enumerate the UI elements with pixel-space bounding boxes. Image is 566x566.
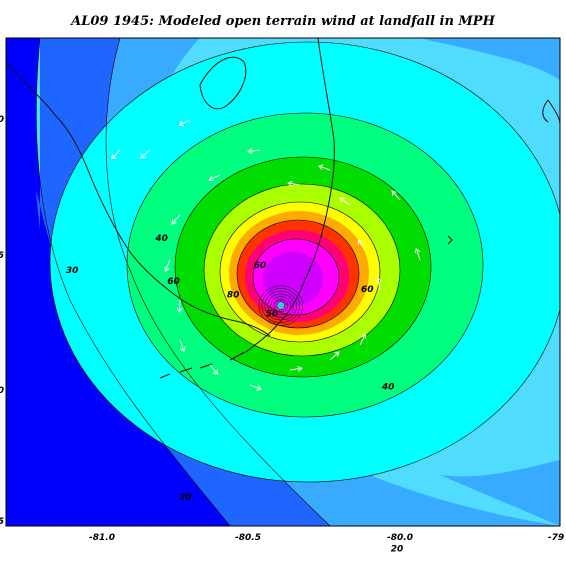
x-tick-label: -81.0 xyxy=(89,533,115,543)
wind-arrow xyxy=(209,364,219,375)
wind-arrow xyxy=(339,197,351,206)
storm-eye xyxy=(276,301,286,310)
coastline xyxy=(6,38,560,379)
y-tick-label: 5 xyxy=(0,251,4,261)
wind-arrow xyxy=(391,190,401,201)
contour-label: 30 xyxy=(66,266,79,276)
contour-label: 80 xyxy=(227,291,240,301)
contour-labels: 4040606080605040302020 xyxy=(66,234,404,554)
wind-arrow xyxy=(247,148,261,154)
wind-zone-40-east xyxy=(420,38,560,526)
map-title: AL09 1945: Modeled open terrain wind at … xyxy=(71,14,495,29)
wind-zone-150 xyxy=(263,252,323,306)
x-tick-label: -79 xyxy=(548,533,564,543)
x-axis: -81.0 -80.5 -80.0 -79 xyxy=(89,533,564,543)
eye-wall xyxy=(258,285,304,326)
contour-label: 60 xyxy=(254,261,267,271)
contour-label: 20 xyxy=(179,493,192,503)
contour-label: 50 xyxy=(266,309,279,319)
wind-arrow xyxy=(329,351,340,361)
wind-arrow xyxy=(140,149,151,159)
contour-label: 60 xyxy=(167,277,180,287)
eye-contour xyxy=(270,296,292,315)
eye-contour xyxy=(258,285,304,326)
x-tick-label: -80.0 xyxy=(387,533,413,543)
wind-arrow xyxy=(171,214,181,225)
wind-arrow xyxy=(249,384,263,391)
wind-arrow xyxy=(178,119,191,127)
eye-contour xyxy=(267,293,295,318)
wind-arrow xyxy=(110,149,121,160)
eye-contour xyxy=(264,290,298,321)
eye-contour xyxy=(261,288,301,323)
y-tick-label: 0 xyxy=(0,115,4,125)
x-tick-label: -80.5 xyxy=(235,533,261,543)
contour-lines xyxy=(35,38,560,526)
contour-label: 40 xyxy=(381,382,395,392)
wind-arrow xyxy=(176,299,183,313)
wind-arrow xyxy=(414,247,421,261)
wind-arrow xyxy=(208,174,221,182)
y-tick-label: 0 xyxy=(0,386,4,396)
y-tick-label: 5 xyxy=(0,517,4,527)
wind-arrow xyxy=(359,333,367,346)
wind-arrow xyxy=(164,259,171,272)
wind-arrow xyxy=(357,239,366,251)
wind-arrow xyxy=(375,277,382,291)
contour-label: 20 xyxy=(391,544,404,554)
wind-arrow xyxy=(289,365,303,372)
eye-contour xyxy=(273,299,289,313)
contour-label: 60 xyxy=(361,285,374,295)
wind-arrow xyxy=(179,339,186,353)
wind-field xyxy=(6,38,560,526)
y-axis: 0 5 0 5 xyxy=(0,115,4,527)
map-frame xyxy=(5,37,561,527)
wind-arrow xyxy=(287,180,301,187)
wind-zone-20 xyxy=(6,38,230,526)
wind-arrow xyxy=(317,164,331,171)
wind-vectors xyxy=(110,119,421,391)
contour-label: 40 xyxy=(154,234,168,244)
